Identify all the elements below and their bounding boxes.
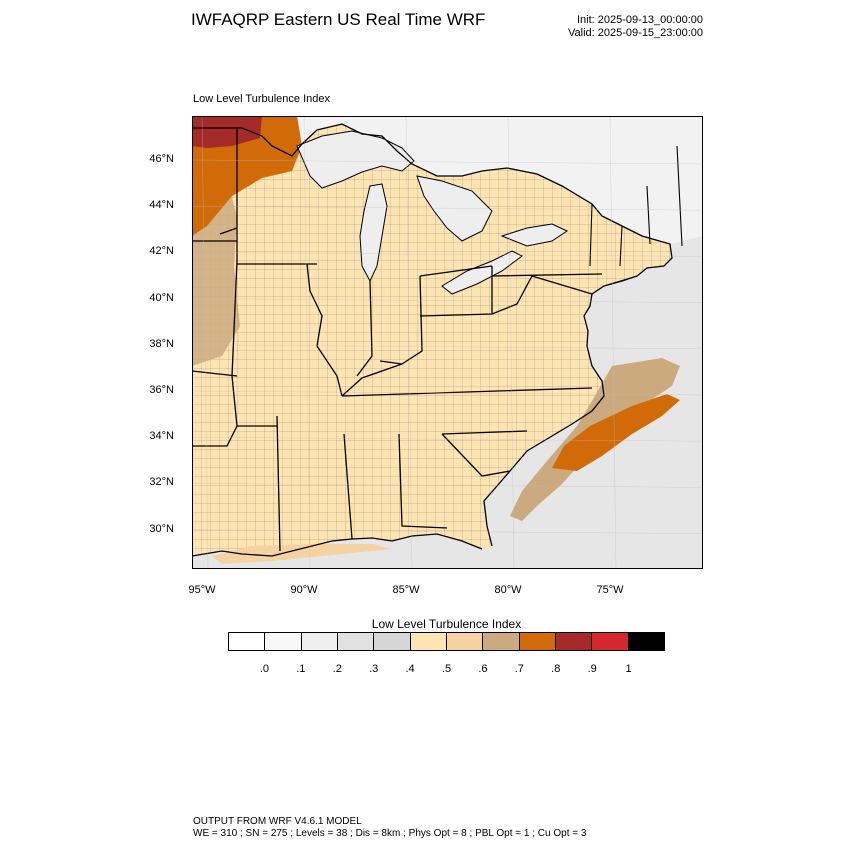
colorbar-title: Low Level Turbulence Index <box>371 617 522 631</box>
lake-ontario <box>500 223 569 247</box>
lat-label: 34°N <box>149 430 174 443</box>
lat-label: 44°N <box>149 199 174 212</box>
turbulence-light-gulf <box>212 544 392 564</box>
state-boundaries <box>192 123 673 557</box>
lat-gridline <box>192 344 703 350</box>
turbulence-map <box>192 116 703 569</box>
graticule <box>192 116 703 569</box>
lat-label: 32°N <box>149 476 174 489</box>
colorbar-swatch <box>301 633 338 650</box>
lon-label: 90°W <box>290 584 318 596</box>
lat-gridline <box>192 390 703 396</box>
colorbar-label: .8 <box>551 663 561 675</box>
lat-label: 36°N <box>149 384 174 396</box>
lat-gridline <box>192 159 703 165</box>
lon-label: 85°W <box>392 584 420 596</box>
lat-gridline <box>192 436 703 442</box>
colorbar-swatch <box>265 633 302 650</box>
lat-label: 38°N <box>149 337 174 350</box>
lat-gridline <box>192 529 703 534</box>
init-time: Init: 2025-09-13_00:00:00 <box>577 14 703 26</box>
lon-gridline <box>609 116 617 569</box>
colorbar-swatch <box>229 633 266 650</box>
colorbar-label: 1 <box>625 663 632 675</box>
lat-label: 40°N <box>149 291 174 304</box>
colorbar-swatch <box>483 633 520 650</box>
colorbar-swatch <box>446 633 484 650</box>
lat-gridline <box>192 205 703 211</box>
colorbar-label: .4 <box>405 663 415 675</box>
colorbar-label: .1 <box>296 663 306 675</box>
lon-gridline <box>507 116 515 569</box>
colorbar-swatch <box>374 633 411 650</box>
colorbar-label: .2 <box>332 663 342 675</box>
turbulence-red-nw <box>192 116 262 148</box>
colorbar-label: .0 <box>259 663 269 675</box>
colorbar <box>228 632 665 651</box>
colorbar-swatch <box>410 633 447 650</box>
lon-label: 75°W <box>596 584 624 596</box>
lake-michigan <box>359 183 388 283</box>
lat-label: 46°N <box>149 153 174 165</box>
colorbar-label: .6 <box>478 663 488 675</box>
lon-label: 80°W <box>494 584 522 596</box>
lon-label: 95°W <box>188 584 216 596</box>
lat-gridline <box>192 483 703 488</box>
colorbar-swatch <box>555 633 593 650</box>
lake-superior <box>296 130 415 189</box>
lat-label: 30°N <box>149 522 174 535</box>
colorbar-label: .9 <box>587 663 597 675</box>
colorbar-swatch <box>592 633 629 650</box>
lat-gridline <box>192 298 703 303</box>
map-frame <box>192 116 703 569</box>
figure-title: IWFAQRP Eastern US Real Time WRF <box>191 10 486 29</box>
lat-label: 42°N <box>149 245 174 258</box>
lon-gridline <box>303 116 311 569</box>
footer-config: WE = 310 ; SN = 275 ; Levels = 38 ; Dis … <box>193 828 587 839</box>
colorbar-swatch <box>628 633 664 650</box>
colorbar-label: .7 <box>514 663 524 675</box>
colorbar-label: .5 <box>441 663 452 675</box>
turbulence-orange-coast <box>552 394 680 471</box>
footer-model: OUTPUT FROM WRF V4.6.1 MODEL <box>193 816 362 827</box>
lat-gridline <box>192 252 703 257</box>
lon-gridline <box>405 116 413 569</box>
colorbar-swatch <box>519 633 556 650</box>
valid-time: Valid: 2025-09-15_23:00:00 <box>568 27 703 39</box>
canada-area <box>192 116 703 244</box>
map-title: Low Level Turbulence Index <box>193 93 330 105</box>
lon-gridline <box>201 116 209 569</box>
colorbar-swatch <box>337 633 375 650</box>
colorbar-label: .3 <box>369 663 379 675</box>
